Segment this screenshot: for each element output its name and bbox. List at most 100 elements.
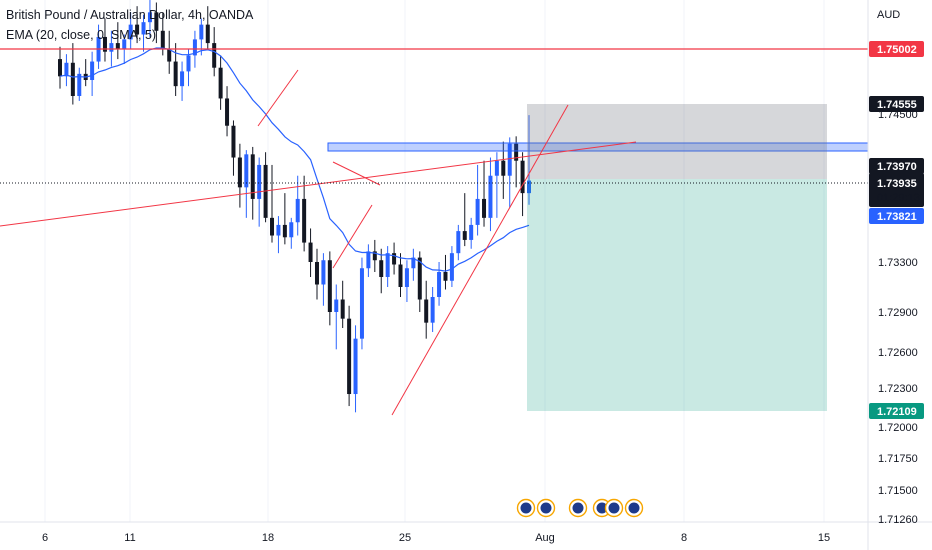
candle-body	[64, 62, 69, 77]
candle-body	[154, 12, 159, 31]
candle-body	[244, 154, 249, 188]
candle-body	[430, 297, 435, 323]
candle-body	[475, 198, 480, 225]
flag-icon	[572, 502, 584, 514]
candle-body	[321, 260, 326, 285]
candle-body	[482, 198, 487, 218]
candle-body	[398, 264, 403, 287]
target-zone	[527, 179, 827, 411]
candle-body	[359, 268, 364, 339]
flag-icon	[596, 502, 608, 514]
candle-body	[160, 30, 165, 50]
candle-body	[282, 224, 287, 238]
candles-group	[58, 0, 531, 413]
candle-body	[122, 39, 127, 50]
candle-body	[507, 143, 512, 176]
candle-body	[192, 39, 197, 56]
long-trendline	[0, 141, 637, 227]
y-tick-label: 1.71500	[878, 485, 918, 497]
candle-body	[58, 59, 62, 77]
candle-body	[109, 43, 114, 52]
countdown-label: 01:29:13	[877, 192, 920, 204]
candle-body	[527, 180, 531, 194]
candle-body	[237, 157, 242, 188]
candle-body	[295, 198, 300, 223]
y-tick-label: 1.71260	[878, 514, 918, 526]
candle-body	[257, 164, 262, 199]
y-tick-label: 1.73300	[878, 257, 918, 269]
y-tick-label: 1.72900	[878, 307, 918, 319]
candle-body	[411, 257, 416, 269]
candle-body	[347, 318, 352, 395]
badge-label: 1.72109	[877, 406, 917, 418]
candle-body	[270, 217, 275, 236]
currency-label: AUD	[877, 9, 900, 21]
candle-body	[494, 160, 499, 176]
x-tick-label: 11	[124, 532, 135, 544]
candle-body	[128, 24, 133, 40]
y-tick-label: 1.71750	[878, 453, 918, 465]
flag-icon	[520, 502, 532, 514]
candle-body	[180, 71, 185, 87]
channel-line-1	[257, 69, 299, 127]
candle-body	[462, 231, 467, 240]
candle-body	[135, 24, 140, 35]
candle-body	[102, 36, 107, 52]
price-badge-last: 1.73935 01:29:13	[869, 173, 924, 207]
badge-bg	[869, 403, 924, 419]
candle-body	[392, 253, 397, 265]
candle-body	[372, 251, 377, 261]
candle-body	[449, 253, 454, 281]
candle-body	[424, 299, 429, 323]
badge-label: 1.73970	[877, 161, 917, 173]
candle-body	[167, 49, 172, 62]
wedge-line-bottom	[332, 204, 373, 269]
candle-body	[225, 98, 230, 126]
candle-body	[276, 224, 281, 236]
candle-body	[404, 268, 409, 287]
candle-body	[379, 260, 384, 277]
candle-body	[231, 125, 236, 158]
x-tick-label: 8	[681, 532, 687, 544]
candle-body	[443, 272, 448, 281]
candle-body	[115, 43, 120, 50]
candle-body	[302, 198, 307, 243]
y-tick-label: 1.72600	[878, 347, 918, 359]
y-tick-label: 1.72300	[878, 383, 918, 395]
y-tick-label: 1.72000	[878, 422, 918, 434]
candle-body	[353, 338, 358, 395]
price-badge-resistance: 1.75002	[869, 41, 924, 57]
price-badge-stop: 1.74555	[869, 96, 924, 112]
badge-bg	[869, 208, 924, 224]
candle-body	[469, 224, 474, 240]
candle-body	[250, 154, 255, 199]
candle-body	[186, 55, 191, 72]
candle-body	[205, 24, 210, 44]
badge-label: 1.74555	[877, 99, 917, 111]
ascending-trendline	[391, 104, 569, 416]
candle-body	[218, 67, 223, 99]
indicator-label: EMA (20, close, 0, SMA, 5)	[6, 28, 157, 42]
price-axis	[868, 0, 932, 550]
x-tick-label: 18	[262, 532, 274, 544]
chart-legend: British Pound / Australian Dollar, 4h, O…	[6, 5, 253, 45]
candle-body	[456, 231, 461, 254]
x-tick-label: 6	[42, 532, 48, 544]
candle-body	[385, 253, 390, 277]
badge-bg	[869, 173, 924, 207]
candle-body	[417, 257, 422, 300]
x-tick-label: 15	[818, 532, 830, 544]
candle-body	[212, 43, 217, 68]
candle-body	[520, 160, 525, 194]
wedge-line-top	[332, 161, 381, 186]
candle-body	[437, 272, 442, 297]
x-tick-label: Aug	[535, 532, 555, 544]
candle-body	[334, 299, 339, 312]
candle-body	[147, 12, 152, 23]
price-badge-entry: 1.73970	[869, 158, 924, 174]
price-badge-ema: 1.73821	[869, 208, 924, 224]
badge-bg	[869, 96, 924, 112]
candle-body	[314, 262, 319, 285]
candle-body	[90, 61, 95, 81]
